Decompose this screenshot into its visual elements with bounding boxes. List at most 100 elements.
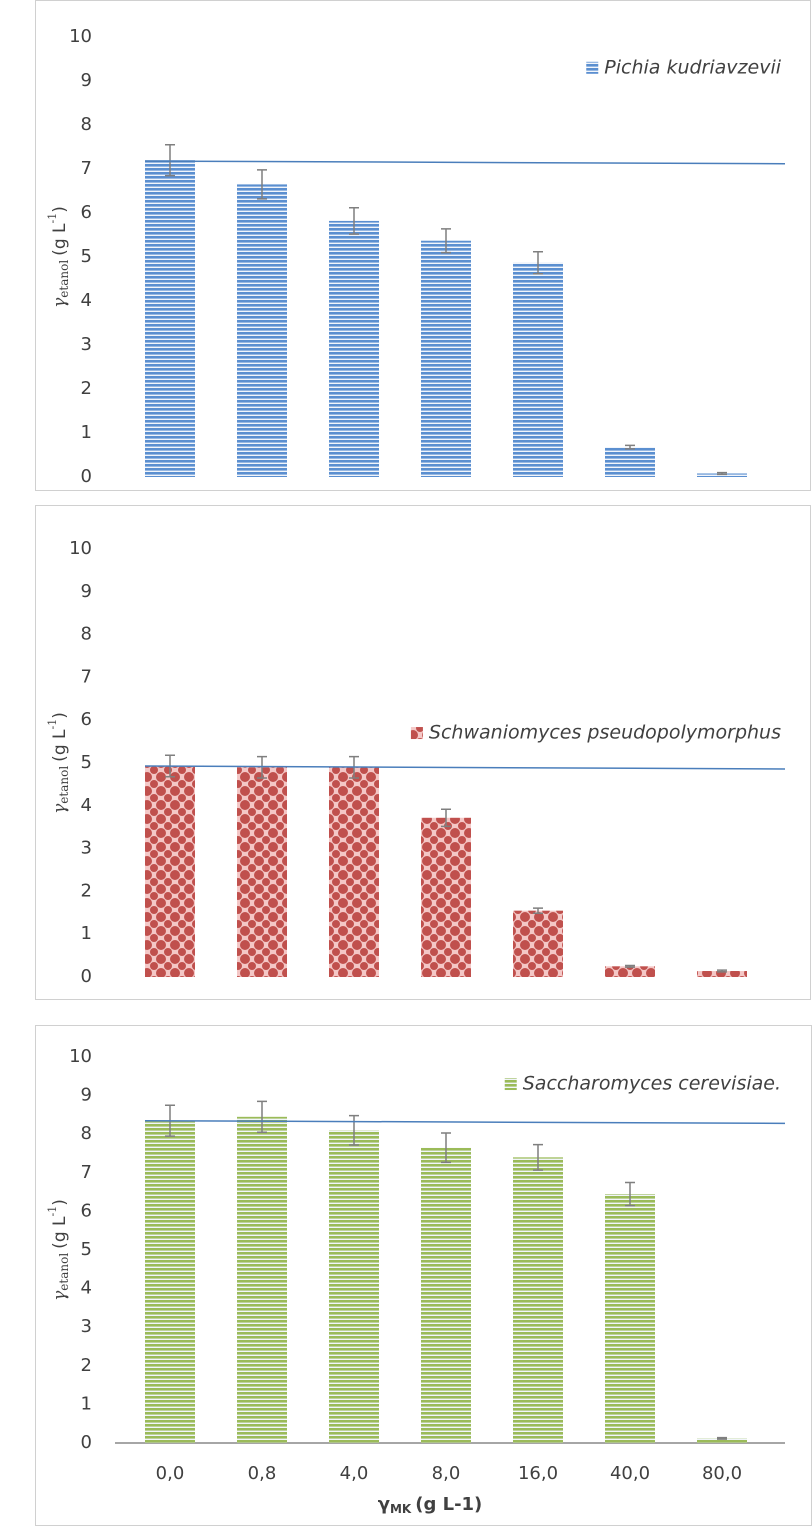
- error-bar: [533, 907, 543, 914]
- y-tick-label: 8: [81, 624, 92, 645]
- y-tick-label: 9: [81, 581, 92, 602]
- error-bar: [257, 1100, 267, 1134]
- legend-swatch: [504, 1078, 517, 1091]
- y-tick-label: 4: [81, 795, 92, 816]
- bar: [513, 1157, 563, 1443]
- y-axis-label: γetanol (g L-1): [46, 1199, 71, 1301]
- error-bar: [441, 1132, 451, 1164]
- error-bar: [533, 250, 543, 275]
- y-tick-label: 4: [81, 290, 92, 311]
- y-label-sup: -1: [46, 1206, 59, 1217]
- y-tick-label: 2: [81, 1355, 92, 1376]
- y-axis-label: γetanol (g L-1): [46, 712, 71, 814]
- bar: [329, 220, 379, 478]
- y-tick-label: 0: [81, 466, 92, 487]
- bar: [329, 767, 379, 977]
- error-bar: [533, 1143, 543, 1171]
- bar: [697, 473, 747, 477]
- error-bar: [625, 964, 635, 968]
- error-bar: [257, 169, 267, 200]
- bar: [145, 1120, 195, 1443]
- legend-label: Schwaniomyces pseudopolymorphus: [429, 722, 781, 744]
- y-label-sub: etanol: [57, 766, 71, 804]
- y-label-symbol: γ: [50, 297, 70, 308]
- error-bar: [717, 1436, 727, 1440]
- legend-label: Saccharomyces cerevisiae.: [523, 1073, 781, 1095]
- chart-frame: [35, 505, 811, 1000]
- error-bar: [441, 228, 451, 254]
- chart-frame: [35, 0, 811, 491]
- y-tick-label: 6: [81, 709, 92, 730]
- y-tick-label: 1: [81, 1393, 92, 1414]
- y-tick-label: 5: [81, 246, 92, 267]
- y-tick-label: 5: [81, 1239, 92, 1260]
- y-tick-label: 2: [81, 880, 92, 901]
- trend-line: [144, 765, 786, 770]
- error-bar: [625, 444, 635, 450]
- x-tick-label: 40,0: [610, 1463, 650, 1484]
- error-bar: [441, 808, 451, 828]
- bar: [605, 447, 655, 477]
- bar: [513, 910, 563, 977]
- trend-line: [144, 1119, 786, 1125]
- y-label-unit: (g L: [50, 1216, 70, 1249]
- x-tick-label: 0,8: [248, 1463, 277, 1484]
- y-tick-label: 10: [69, 538, 92, 559]
- y-tick-label: 2: [81, 378, 92, 399]
- y-tick-label: 7: [81, 1162, 92, 1183]
- y-tick-label: 10: [69, 26, 92, 47]
- legend-swatch: [586, 61, 599, 74]
- x-tick-label: 16,0: [518, 1463, 558, 1484]
- y-tick-label: 9: [81, 70, 92, 91]
- error-bar: [717, 969, 727, 973]
- bar: [605, 1194, 655, 1443]
- bar: [513, 262, 563, 477]
- y-tick-label: 1: [81, 923, 92, 944]
- y-tick-label: 7: [81, 666, 92, 687]
- bar: [237, 767, 287, 977]
- y-label-sup: -1: [46, 719, 59, 730]
- y-label-symbol: γ: [50, 803, 70, 814]
- y-tick-label: 9: [81, 1085, 92, 1106]
- y-label-sub: etanol: [57, 1253, 71, 1291]
- y-tick-label: 3: [81, 1316, 92, 1337]
- y-tick-label: 1: [81, 422, 92, 443]
- y-tick-label: 6: [81, 1200, 92, 1221]
- y-label-close: ): [50, 712, 70, 719]
- y-tick-label: 0: [81, 1432, 92, 1453]
- y-label-sup: -1: [46, 213, 59, 224]
- y-label-close: ): [50, 206, 70, 213]
- error-bar: [717, 471, 727, 476]
- y-tick-label: 3: [81, 838, 92, 859]
- y-label-symbol: γ: [50, 1290, 70, 1301]
- y-tick-label: 8: [81, 1123, 92, 1144]
- y-tick-label: 8: [81, 114, 92, 135]
- y-axis-label: γetanol (g L-1): [46, 206, 71, 308]
- x-axis-label: γMK (g L-1): [378, 1494, 483, 1516]
- error-bar: [165, 144, 175, 177]
- error-bar: [349, 206, 359, 235]
- bar: [145, 160, 195, 477]
- y-tick-label: 0: [81, 966, 92, 987]
- bar: [697, 1438, 747, 1443]
- x-label-unit: (g L-1): [415, 1494, 482, 1515]
- bar: [697, 971, 747, 977]
- x-label-symbol: γ: [378, 1494, 390, 1515]
- y-label-sub: etanol: [57, 260, 71, 298]
- y-tick-label: 10: [69, 1046, 92, 1067]
- bar: [237, 1116, 287, 1443]
- trend-line: [144, 160, 786, 165]
- bar: [329, 1130, 379, 1443]
- bar: [605, 966, 655, 977]
- y-tick-label: 4: [81, 1278, 92, 1299]
- x-tick-label: 0,0: [156, 1463, 185, 1484]
- bar: [421, 240, 471, 477]
- x-label-sub: MK: [390, 1502, 412, 1516]
- y-label-unit: (g L: [50, 223, 70, 256]
- y-tick-label: 7: [81, 158, 92, 179]
- y-label-unit: (g L: [50, 729, 70, 762]
- x-tick-label: 80,0: [702, 1463, 742, 1484]
- bar: [421, 817, 471, 977]
- y-label-close: ): [50, 1199, 70, 1206]
